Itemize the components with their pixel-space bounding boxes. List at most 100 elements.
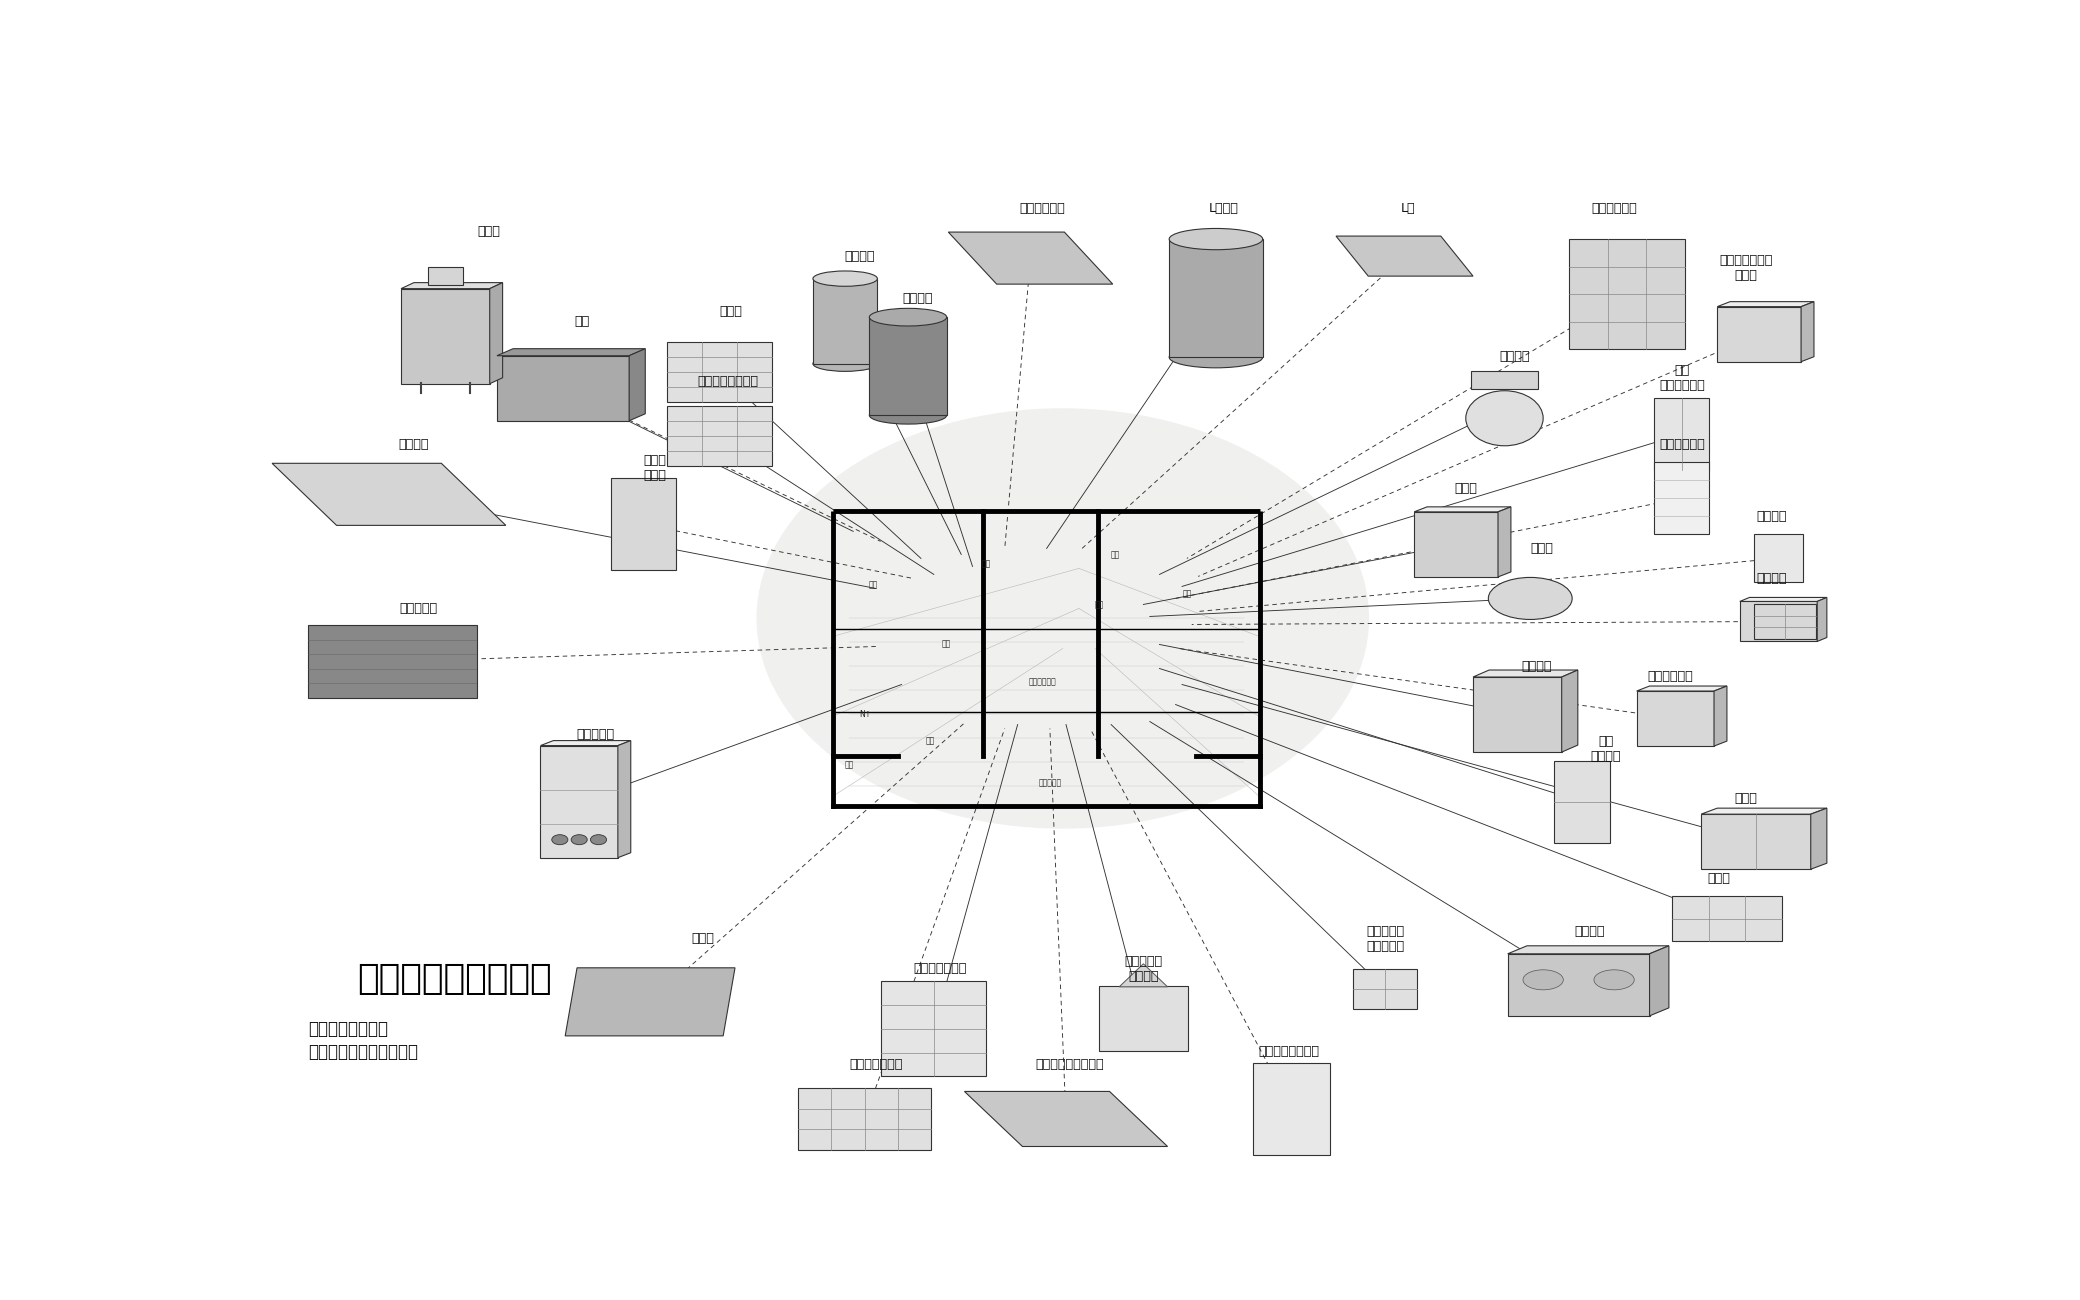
Bar (1753, 604, 1816, 640)
Polygon shape (1718, 302, 1814, 307)
Bar (668, 342, 772, 402)
Text: バルコニー手摺: バルコニー手摺 (849, 1058, 903, 1071)
Bar (1169, 239, 1263, 358)
Text: 洋風便器: 洋風便器 (1500, 350, 1529, 363)
Polygon shape (1739, 598, 1826, 602)
Text: バルコニー: バルコニー (1040, 777, 1063, 786)
Polygon shape (1649, 946, 1668, 1015)
Polygon shape (489, 282, 503, 384)
Bar (1471, 372, 1539, 389)
Text: 茶間: 茶間 (942, 640, 951, 649)
Bar (1568, 239, 1685, 350)
Text: 玄関
プレス扉: 玄関 プレス扉 (1591, 734, 1620, 763)
Polygon shape (965, 1092, 1167, 1147)
Bar (1473, 677, 1562, 753)
Text: 汚水マス: 汚水マス (903, 291, 934, 304)
Bar (1718, 307, 1801, 361)
Text: 化粧箱: 化粧箱 (1454, 482, 1477, 495)
Polygon shape (1498, 507, 1510, 577)
Text: 水切棚: 水切棚 (1708, 872, 1731, 885)
Bar (1753, 534, 1803, 582)
Text: 壁貼パネル: 壁貼パネル (399, 602, 437, 615)
Text: 木製ガラス戸: 木製ガラス戸 (1660, 438, 1706, 451)
Text: 実線は実施済み、: 実線は実施済み、 (308, 1020, 389, 1037)
Text: 公団流シ: 公団流シ (1575, 926, 1606, 939)
Bar (1654, 463, 1710, 534)
Polygon shape (1414, 507, 1510, 512)
Text: 集合郵便受箱: 集合郵便受箱 (1591, 202, 1637, 214)
Text: 洗面器: 洗面器 (1531, 542, 1554, 555)
Text: スチールサッシュ: スチールサッシュ (697, 374, 757, 387)
Bar (1554, 760, 1610, 842)
Ellipse shape (757, 408, 1369, 828)
Bar (813, 278, 878, 364)
Text: 間仕切
パネル: 間仕切 パネル (643, 454, 666, 482)
Ellipse shape (869, 308, 946, 326)
Bar (1414, 512, 1498, 577)
Polygon shape (497, 348, 645, 356)
Bar (1739, 602, 1818, 641)
Bar (1701, 814, 1812, 870)
Ellipse shape (1523, 970, 1564, 989)
Polygon shape (1508, 946, 1668, 954)
Bar (882, 982, 986, 1076)
Bar (834, 511, 1260, 806)
Text: 湯沸器: 湯沸器 (478, 225, 501, 238)
Ellipse shape (1593, 970, 1635, 989)
Polygon shape (1818, 598, 1826, 641)
Polygon shape (1637, 686, 1726, 692)
Text: スチールサッシ: スチールサッシ (913, 962, 967, 975)
Text: 雨水マス: 雨水マス (844, 250, 876, 263)
Bar (612, 478, 676, 571)
Text: ダストシュート
投函口: ダストシュート 投函口 (1720, 254, 1772, 282)
Polygon shape (1473, 670, 1579, 677)
Text: L形マス: L形マス (1208, 202, 1240, 214)
Polygon shape (1701, 809, 1826, 814)
Text: 枠とフスマ: 枠とフスマ (576, 728, 614, 741)
Bar (541, 746, 618, 858)
Bar (308, 625, 476, 698)
Polygon shape (618, 741, 630, 858)
Text: 組立押入: 組立押入 (397, 438, 428, 451)
Bar (1637, 692, 1714, 746)
Text: 階段室連絡板: 階段室連絡板 (1647, 670, 1693, 682)
Text: 換気ファン
シャッター: 換気ファン シャッター (1367, 924, 1404, 953)
Polygon shape (1119, 963, 1167, 987)
Text: 吊戸棚: 吊戸棚 (1735, 792, 1758, 805)
Ellipse shape (1169, 229, 1263, 250)
Polygon shape (1812, 809, 1826, 870)
Text: 居室: 居室 (982, 559, 990, 568)
Bar (1352, 968, 1416, 1009)
Text: 台所: 台所 (1094, 601, 1104, 610)
Text: 居間・食事室: 居間・食事室 (1030, 677, 1057, 686)
Ellipse shape (813, 270, 878, 286)
Bar (428, 266, 464, 285)
Ellipse shape (1169, 347, 1263, 368)
Polygon shape (541, 741, 630, 746)
Bar (668, 406, 772, 467)
Text: 仕上・設備の部品化: 仕上・設備の部品化 (358, 962, 551, 996)
Text: L形: L形 (1400, 202, 1414, 214)
Text: 置下駄箱: 置下駄箱 (1520, 660, 1552, 673)
Polygon shape (1714, 686, 1726, 746)
Polygon shape (948, 233, 1113, 285)
Text: 牛乳受箱: 牛乳受箱 (1758, 572, 1787, 585)
Bar (401, 289, 489, 384)
Bar (799, 1088, 930, 1150)
Polygon shape (1562, 670, 1579, 753)
Bar (1672, 896, 1783, 941)
Text: 浴槽: 浴槽 (574, 315, 591, 328)
Text: タタミ: タタミ (693, 932, 716, 945)
Ellipse shape (1489, 577, 1572, 620)
Text: 洗面: 洗面 (1184, 589, 1192, 598)
Polygon shape (272, 463, 505, 525)
Polygon shape (1801, 302, 1814, 361)
Ellipse shape (813, 356, 878, 372)
Polygon shape (566, 967, 734, 1036)
Bar (1098, 987, 1188, 1052)
Bar (1252, 1063, 1331, 1154)
Text: N↑: N↑ (859, 710, 872, 719)
Text: バルコニー間仕切: バルコニー間仕切 (1258, 1045, 1319, 1058)
Bar (497, 356, 628, 421)
Polygon shape (628, 348, 645, 421)
